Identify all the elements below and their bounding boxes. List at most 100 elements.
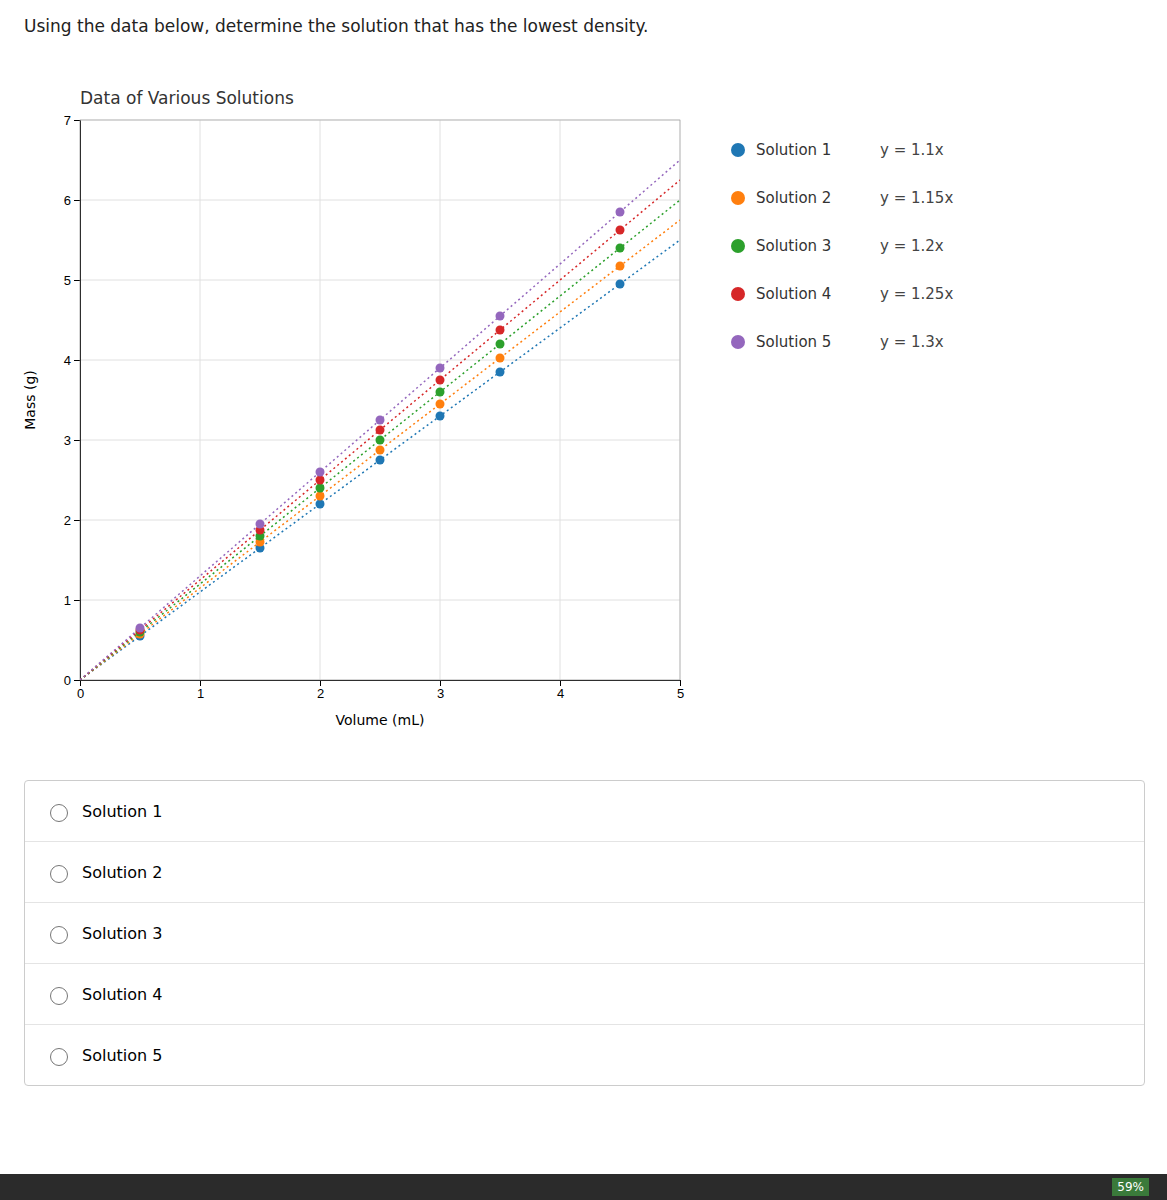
point — [616, 244, 625, 253]
point — [136, 624, 145, 633]
legend-entry: Solution 4 y = 1.25x — [731, 285, 953, 303]
y-tick-mark — [74, 440, 80, 441]
x-tick-mark — [440, 680, 441, 686]
radio-button[interactable] — [50, 987, 68, 1005]
point — [616, 208, 625, 217]
grid — [80, 120, 680, 680]
radio-label: Solution 2 — [82, 863, 162, 882]
radio-option[interactable]: Solution 4 — [25, 964, 1144, 1025]
point — [316, 468, 325, 477]
point — [436, 388, 445, 397]
y-tick-mark — [74, 200, 80, 201]
legend-entry: Solution 1 y = 1.1x — [731, 141, 944, 159]
x-tick-label: 2 — [317, 686, 324, 701]
y-tick-mark — [74, 600, 80, 601]
legend-entry: Solution 5 y = 1.3x — [731, 333, 944, 351]
radio-option[interactable]: Solution 3 — [25, 903, 1144, 964]
radio-button[interactable] — [50, 926, 68, 944]
y-tick-mark — [74, 520, 80, 521]
point — [316, 492, 325, 501]
grid-line-x — [320, 120, 321, 680]
y-tick-mark — [74, 680, 80, 681]
y-tick: 4 — [64, 353, 80, 368]
legend-equation: y = 1.25x — [880, 285, 953, 303]
grid-line-x — [200, 120, 201, 680]
question: Using the data below, determine the solu… — [24, 16, 1134, 36]
x-tick: 5 — [677, 680, 684, 701]
legend-equation: y = 1.3x — [880, 333, 944, 351]
radio-button[interactable] — [50, 804, 68, 822]
radio-label: Solution 1 — [82, 802, 162, 821]
legend-label: Solution 1 — [756, 141, 831, 159]
x-axis-title: Volume (mL) — [336, 712, 425, 728]
battery-label: 59% — [1112, 1178, 1149, 1196]
legend-label: Solution 5 — [756, 333, 831, 351]
radio-label: Solution 5 — [82, 1046, 162, 1065]
point — [616, 226, 625, 235]
y-tick: 6 — [64, 193, 80, 208]
point — [436, 400, 445, 409]
y-axis-title: Mass (g) — [22, 370, 38, 430]
y-tick: 2 — [64, 513, 80, 528]
legend-label: Solution 4 — [756, 285, 831, 303]
point — [376, 436, 385, 445]
legend-entry: Solution 2y = 1.15x — [731, 189, 953, 207]
y-tick: 5 — [64, 273, 80, 288]
grid-line-x — [560, 120, 561, 680]
legend-label: Solution 3 — [756, 237, 831, 255]
y-tick-label: 7 — [64, 113, 71, 128]
legend-swatch — [731, 143, 745, 157]
point — [436, 376, 445, 385]
radio-group: Solution 1 Solution 2 Solution 3 Solution 4… — [24, 780, 1145, 1086]
point — [256, 520, 265, 529]
y-axis: 01234567 — [64, 113, 81, 688]
x-tick-label: 1 — [197, 686, 204, 701]
point — [436, 412, 445, 421]
trend-line — [80, 240, 680, 680]
x-tick-mark — [560, 680, 561, 686]
point — [496, 326, 505, 335]
radio-button[interactable] — [50, 865, 68, 883]
grid-line-y — [80, 280, 680, 281]
legend-swatch — [731, 191, 745, 205]
x-axis: 012345 — [77, 680, 684, 701]
point — [616, 262, 625, 271]
trend-line — [80, 160, 680, 680]
y-tick: 7 — [64, 113, 80, 128]
y-tick: 0 — [64, 673, 80, 688]
grid-line-y — [80, 600, 680, 601]
legend: Solution 1 y = 1.1x Solution 2y = 1.15x Sol… — [731, 141, 953, 351]
y-tick: 1 — [64, 593, 80, 608]
point — [616, 280, 625, 289]
trend-line — [80, 180, 680, 680]
x-tick-label: 3 — [437, 686, 444, 701]
legend-swatch — [731, 287, 745, 301]
radio-button[interactable] — [50, 1048, 68, 1066]
grid-line-y — [80, 520, 680, 521]
point — [376, 456, 385, 465]
legend-equation: y = 1.1x — [880, 141, 944, 159]
point — [496, 340, 505, 349]
point — [496, 312, 505, 321]
x-tick: 3 — [437, 680, 444, 701]
x-tick: 4 — [557, 680, 564, 701]
point — [436, 364, 445, 373]
point — [496, 368, 505, 377]
y-tick-label: 6 — [64, 193, 71, 208]
y-tick-mark — [74, 120, 80, 121]
grid-line-y — [80, 360, 680, 361]
trend-line — [80, 220, 680, 680]
y-tick-label: 1 — [64, 593, 71, 608]
radio-label: Solution 3 — [82, 924, 162, 943]
radio-option[interactable]: Solution 2 — [25, 842, 1144, 903]
point — [376, 446, 385, 455]
x-tick: 2 — [317, 680, 324, 701]
legend-equation: y = 1.15x — [880, 189, 953, 207]
y-axis-line — [74, 121, 81, 681]
point — [496, 354, 505, 363]
trend-line — [80, 200, 680, 680]
radio-option[interactable]: Solution 5 — [25, 1025, 1144, 1085]
grid-line-y — [80, 200, 680, 201]
radio-option[interactable]: Solution 1 — [25, 781, 1144, 842]
legend-entry: Solution 3y = 1.2x — [731, 237, 944, 255]
